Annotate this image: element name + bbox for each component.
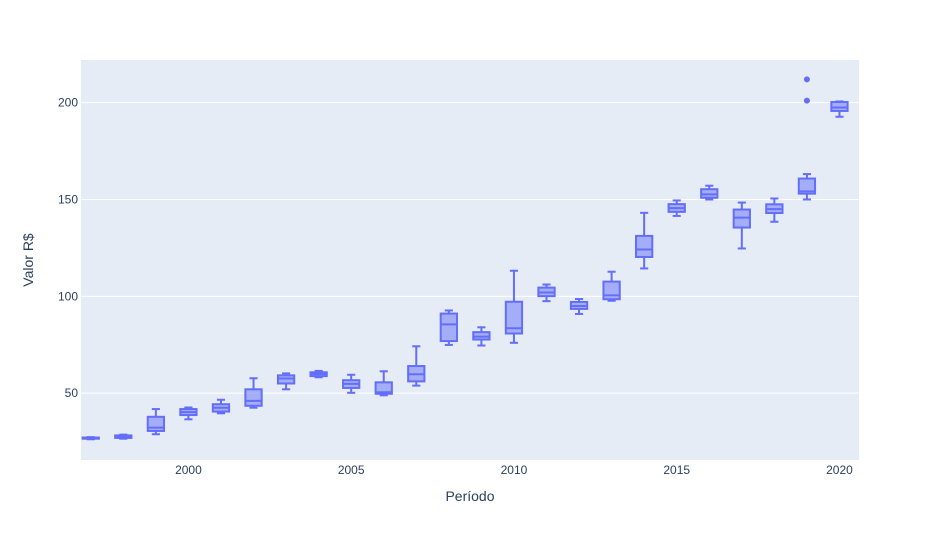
box-body (146, 415, 166, 432)
box-2001 (211, 398, 231, 415)
box-2005 (342, 373, 361, 394)
y-tick-label: 150 (58, 192, 78, 206)
x-axis-title: Período (445, 488, 494, 504)
box-1998 (114, 433, 133, 440)
x-tick-label: 2020 (826, 463, 853, 477)
box-2004 (309, 369, 328, 379)
box-2012 (569, 298, 589, 315)
y-axis-title: Valor R$ (20, 233, 36, 287)
box-2009 (472, 326, 491, 347)
box-1997 (81, 436, 100, 441)
x-tick-label: 2000 (175, 463, 202, 477)
box-2016 (700, 184, 719, 201)
box-2008 (439, 309, 458, 346)
outlier-point (803, 76, 810, 83)
box-body (602, 280, 621, 301)
box-2015 (667, 199, 686, 217)
outlier-point (803, 97, 810, 104)
box-2002 (244, 377, 263, 409)
box-2006 (374, 370, 393, 397)
y-tick-label: 100 (58, 289, 78, 303)
box-2013 (602, 270, 621, 302)
y-tick-label: 50 (65, 386, 79, 400)
box-2003 (276, 372, 296, 391)
box-body (244, 388, 263, 407)
box-2017 (732, 201, 751, 250)
box-2007 (407, 345, 426, 387)
box-2010 (504, 269, 524, 344)
x-axis-ticks: 2000 2005 2010 2015 2020 (175, 463, 853, 477)
box-body (635, 234, 654, 258)
grid-lines (81, 102, 859, 394)
y-axis-ticks: 50 100 150 200 (58, 96, 78, 401)
plot-background (81, 60, 859, 460)
box-body (797, 177, 817, 195)
box-2014 (635, 211, 654, 270)
box-body (504, 300, 524, 335)
box-2019 (797, 76, 817, 201)
box-2011 (537, 283, 556, 303)
box-2020 (830, 100, 849, 118)
x-tick-label: 2015 (663, 463, 690, 477)
box-2000 (179, 406, 198, 421)
x-tick-label: 2005 (338, 463, 365, 477)
x-tick-label: 2010 (501, 463, 528, 477)
box-series (81, 76, 849, 441)
box-1999 (146, 408, 166, 436)
box-body (439, 312, 458, 343)
box-2018 (765, 197, 784, 223)
y-tick-label: 200 (58, 96, 78, 110)
box-body (374, 381, 393, 395)
